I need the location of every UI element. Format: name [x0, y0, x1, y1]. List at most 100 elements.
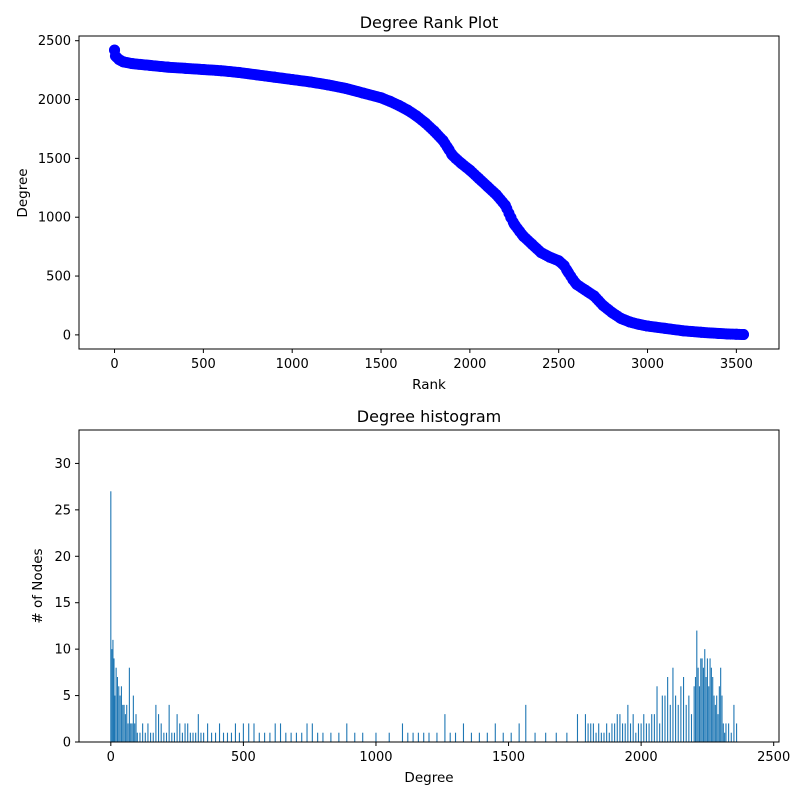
rank-plot-point	[544, 251, 556, 263]
histogram-bar	[134, 723, 136, 742]
histogram-bar	[616, 714, 618, 742]
histogram-bar	[127, 723, 129, 742]
histogram-bar	[423, 732, 425, 742]
rank-plot-xtick-label: 500	[191, 357, 216, 372]
histogram-bar	[362, 732, 364, 742]
histogram-bar	[290, 732, 292, 742]
histogram-bar	[388, 732, 390, 742]
histogram-bar	[187, 723, 189, 742]
histogram-bar	[123, 704, 125, 742]
histogram-bar	[683, 677, 685, 742]
histogram-bar	[444, 714, 446, 742]
histogram-bar	[116, 677, 118, 742]
histogram-bar	[128, 667, 130, 742]
histogram-bar	[132, 695, 134, 742]
histogram-bar	[142, 723, 144, 742]
histogram-bar	[669, 704, 671, 742]
rank-plot-point	[428, 125, 440, 137]
histogram-bar	[306, 723, 308, 742]
histogram-bar	[168, 704, 170, 742]
histogram-bar	[651, 714, 653, 742]
histogram-bar	[155, 704, 157, 742]
rank-plot-ytick-label: 1500	[38, 152, 71, 167]
histogram-bar	[158, 714, 160, 742]
histogram-bar	[733, 704, 735, 742]
histogram-bar	[181, 732, 183, 742]
histogram-bars	[110, 491, 738, 742]
histogram-bar	[230, 732, 233, 742]
rank-plot-point	[491, 189, 503, 201]
rank-plot-xtick-label: 1500	[364, 357, 397, 372]
histogram-bar	[120, 686, 122, 742]
histogram-bar	[709, 658, 711, 742]
rank-plot-ytick-label: 2500	[38, 34, 71, 49]
rank-plot-ytick-label: 0	[63, 328, 71, 343]
rank-plot-point	[535, 247, 547, 259]
histogram-bar	[728, 723, 730, 742]
histogram-bar	[722, 723, 724, 742]
histogram-bar	[192, 732, 194, 742]
rank-plot-point	[473, 172, 485, 184]
histogram-bar	[301, 732, 303, 742]
histogram-ytick-label: 25	[54, 503, 71, 518]
histogram-bar	[274, 723, 276, 742]
histogram-bar	[632, 714, 634, 742]
histogram-bar	[688, 695, 690, 742]
histogram-bar	[322, 732, 324, 742]
rank-plot-xtick-label: 1000	[276, 357, 309, 372]
histogram-bar	[675, 695, 677, 742]
histogram-bar	[114, 695, 116, 742]
histogram-bar	[693, 686, 695, 742]
histogram-bar	[700, 658, 702, 742]
histogram-bar	[724, 732, 726, 742]
histogram-bar	[454, 732, 457, 742]
histogram-bar	[614, 723, 616, 742]
histogram-bar	[606, 723, 608, 742]
histogram-bar	[643, 714, 645, 742]
rank-plot-point	[233, 66, 245, 78]
rank-plot-xtick-label: 0	[110, 357, 118, 372]
histogram-bar	[510, 732, 512, 742]
rank-plot-point	[659, 322, 671, 334]
histogram-bar	[144, 732, 146, 742]
histogram-bar	[449, 732, 451, 742]
rank-plot-point	[570, 278, 582, 290]
histogram-bar	[600, 732, 602, 742]
rank-plot-point	[215, 65, 227, 77]
histogram-bar	[234, 723, 236, 742]
histogram-bar	[126, 704, 128, 742]
histogram-bar	[184, 723, 186, 742]
histogram-bar	[518, 723, 520, 742]
histogram-bar	[608, 732, 610, 742]
histogram-title: Degree histogram	[357, 407, 501, 426]
histogram-bar	[704, 649, 706, 742]
histogram-bar	[131, 723, 133, 742]
histogram-bar	[716, 695, 718, 742]
rank-plot-point	[144, 59, 156, 71]
rank-plot-point	[455, 157, 467, 169]
histogram-bar	[708, 686, 710, 742]
rank-plot-point	[562, 265, 574, 277]
rank-plot-point	[304, 76, 316, 88]
histogram-bar	[590, 723, 592, 742]
rank-plot-point	[117, 56, 129, 68]
histogram-bar	[354, 732, 356, 742]
histogram-bar	[697, 667, 699, 742]
rank-plot-xtick-label: 2000	[453, 357, 486, 372]
rank-plot: Degree Rank Plot 0 500 1000 1500 2000 2500 300…	[15, 13, 780, 393]
rank-plot-ylabel: Degree	[15, 168, 31, 217]
rank-plot-point	[579, 284, 591, 296]
histogram-bar	[576, 714, 579, 742]
histogram-bar	[717, 714, 719, 742]
histogram-bar	[587, 723, 589, 742]
rank-plot-point	[713, 327, 725, 339]
histogram-bar	[285, 732, 287, 742]
histogram-bar	[150, 732, 152, 742]
histogram-bar	[603, 732, 605, 742]
histogram-bar	[677, 704, 679, 742]
histogram-bar	[207, 723, 209, 742]
rank-plot-point	[384, 95, 396, 107]
histogram-bar	[295, 732, 297, 742]
histogram-bar	[407, 732, 409, 742]
